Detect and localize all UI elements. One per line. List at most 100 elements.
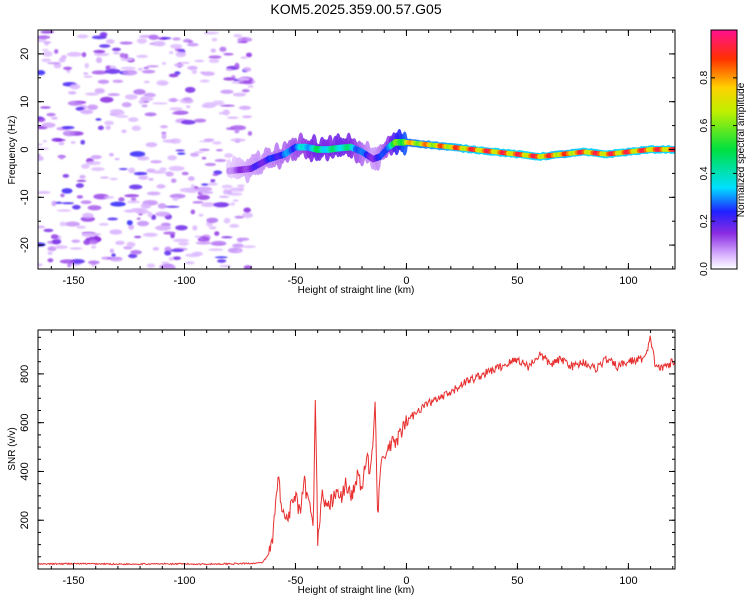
noise-blob — [38, 225, 46, 229]
noise-blob — [71, 239, 81, 243]
noise-blob — [212, 173, 219, 176]
noise-blob — [137, 67, 144, 71]
x-tick-label: -50 — [288, 575, 304, 587]
noise-blob — [119, 52, 126, 58]
noise-blob — [170, 43, 183, 49]
noise-blob — [136, 217, 141, 220]
noise-blob — [162, 61, 167, 66]
noise-blob — [91, 245, 97, 249]
noise-blob — [109, 248, 115, 253]
noise-blob — [238, 81, 253, 84]
noise-blob — [190, 209, 196, 215]
noise-blob — [47, 251, 53, 256]
noise-blob — [232, 199, 239, 202]
noise-blob — [58, 141, 65, 146]
noise-blob — [223, 52, 234, 56]
snr-series-line — [38, 335, 675, 566]
noise-blob — [232, 243, 244, 248]
noise-blob — [128, 184, 143, 190]
colorbar: 0.0 0.2 0.4 0.6 0.8 Normalized spectral ampl… — [699, 29, 747, 276]
y-tick-label: 200 — [19, 511, 31, 529]
noise-blob — [161, 131, 167, 135]
noise-blob — [55, 138, 66, 142]
noise-blob — [211, 102, 225, 106]
noise-blob — [190, 184, 195, 190]
noise-blob — [184, 261, 195, 265]
noise-blob — [61, 126, 75, 130]
noise-blob — [237, 77, 250, 82]
noise-blob — [141, 104, 148, 108]
noise-blob — [109, 257, 123, 262]
noise-blob — [234, 62, 240, 69]
noise-blob — [152, 102, 168, 105]
noise-blob — [82, 212, 94, 219]
noise-blob — [40, 30, 55, 34]
y-tick-label: 10 — [19, 96, 31, 108]
noise-blob — [129, 151, 146, 157]
noise-blob — [180, 61, 191, 64]
noise-blob — [61, 202, 75, 205]
snr-y-axis-label: SNR (v/v) — [7, 427, 18, 470]
noise-blob — [170, 248, 184, 253]
noise-blob — [122, 69, 138, 76]
noise-blob — [195, 241, 212, 245]
noise-blob — [216, 259, 227, 263]
noise-blob — [41, 122, 56, 128]
noise-blob — [219, 264, 232, 268]
noise-blob — [192, 251, 204, 257]
noise-blob — [154, 40, 166, 47]
noise-blob — [98, 44, 111, 48]
x-tick-label: -100 — [173, 275, 195, 287]
noise-blob — [168, 165, 185, 172]
noise-blob — [127, 117, 139, 122]
noise-blob — [105, 125, 111, 130]
noise-blob — [53, 245, 69, 249]
noise-blob — [144, 112, 157, 117]
noise-blob — [157, 203, 167, 209]
noise-blob — [167, 155, 177, 161]
noise-blob — [46, 62, 61, 65]
noise-blob — [111, 47, 121, 52]
noise-blob — [168, 51, 174, 55]
noise-blob — [97, 125, 104, 131]
noise-blob — [126, 220, 133, 226]
snr-x-axis-label: Height of straight line (km) — [298, 585, 415, 596]
noise-blob — [168, 265, 176, 269]
noise-blob — [93, 52, 110, 57]
noise-blob — [140, 202, 151, 209]
noise-blob — [161, 261, 170, 264]
noise-blob — [204, 162, 217, 167]
noise-blob — [93, 49, 106, 54]
noise-blob — [199, 236, 204, 241]
noise-blob — [247, 131, 253, 136]
noise-blob — [208, 58, 220, 64]
noise-blob — [61, 188, 73, 194]
noise-blob — [143, 66, 150, 70]
noise-blob — [142, 232, 158, 237]
colorbar-ticks: 0.0 0.2 0.4 0.6 0.8 — [699, 70, 737, 276]
noise-blob — [109, 177, 118, 181]
noise-blob — [177, 152, 186, 155]
noise-blob — [163, 231, 176, 235]
colorbar-gradient — [710, 29, 738, 270]
noise-blob — [230, 125, 247, 131]
noise-blob — [223, 77, 236, 81]
noise-blob — [81, 232, 96, 238]
noise-blob — [56, 209, 72, 212]
noise-blob — [238, 105, 252, 110]
noise-blob — [211, 240, 227, 246]
noise-blob — [201, 156, 207, 160]
snr-x-ticks: -150 -100 -50 0 50 100 — [50, 330, 674, 587]
noise-blob — [41, 48, 49, 52]
noise-blob — [160, 125, 168, 129]
noise-blob — [203, 138, 215, 142]
noise-blob — [130, 250, 142, 255]
noise-blob — [103, 196, 115, 199]
x-tick-label: -50 — [288, 275, 304, 287]
noise-blob — [69, 83, 81, 90]
noise-blob — [100, 176, 110, 179]
noise-blob — [124, 94, 138, 100]
noise-blob — [87, 260, 100, 265]
noise-blob — [240, 56, 248, 59]
noise-blob — [105, 65, 111, 71]
